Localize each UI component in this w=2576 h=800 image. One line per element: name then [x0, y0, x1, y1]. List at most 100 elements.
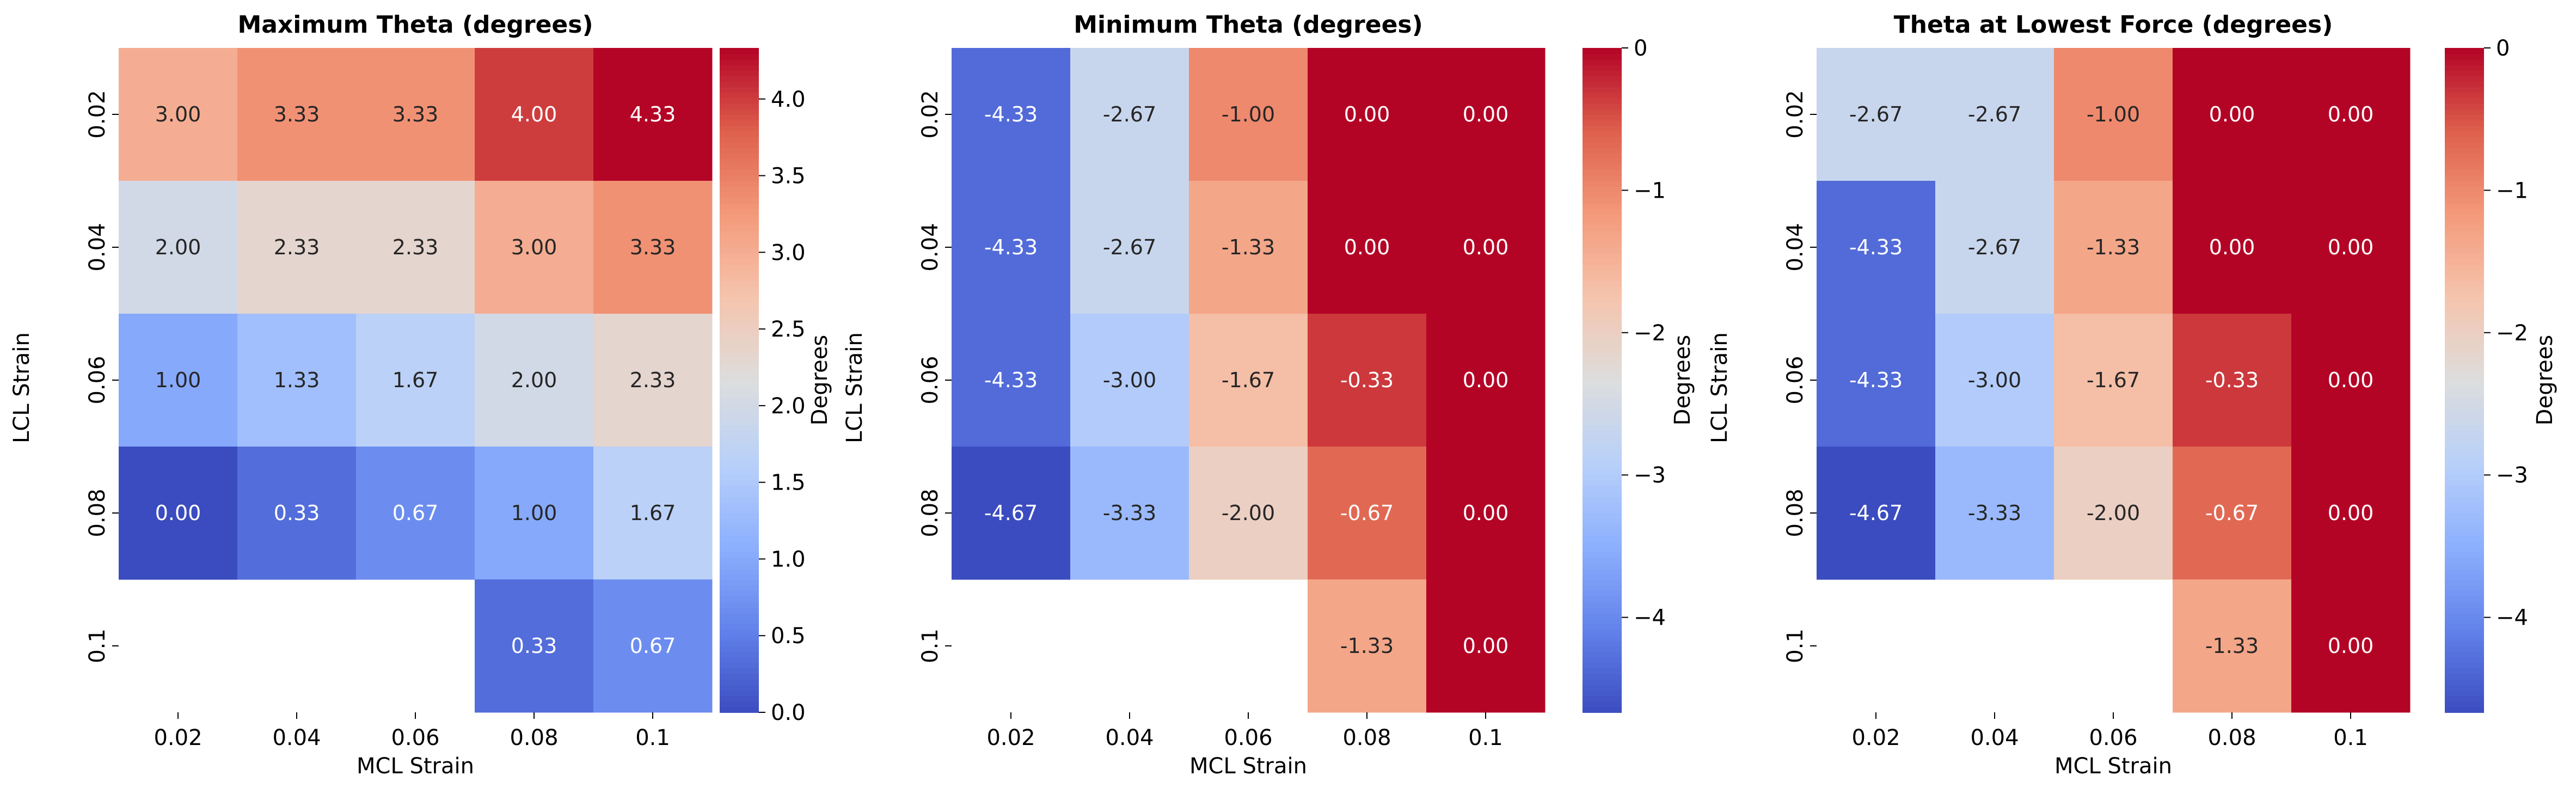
colorbar-segment	[1583, 347, 1622, 353]
colorbar-segment	[720, 673, 759, 680]
colorbar-segment	[720, 219, 759, 226]
colorbar-segment	[2445, 468, 2484, 475]
cell-value-label: -1.00	[2087, 102, 2140, 126]
colorbar-segment	[1583, 480, 1622, 486]
colorbar-segment	[1583, 302, 1622, 309]
colorbar-segment	[1583, 148, 1622, 154]
colorbar-segment	[720, 413, 759, 420]
x-axis-label: MCL Strain	[2054, 754, 2172, 779]
colorbar-segment	[2445, 430, 2484, 436]
colorbar-segment	[1583, 225, 1622, 231]
colorbar-segment	[2445, 413, 2484, 420]
colorbar-segment	[1583, 524, 1622, 530]
colorbar-segment	[1583, 369, 1622, 375]
colorbar-segment	[1583, 103, 1622, 109]
colorbar-segment	[2445, 391, 2484, 398]
colorbar-segment	[720, 463, 759, 469]
colorbar-segment	[1583, 690, 1622, 697]
heatmap-panel-2: -4.33 -2.67 -1.00 0.00 0.00 -4.33 -2.67 -1.33 0.…	[842, 11, 1695, 779]
cell-value-label: 3.33	[392, 102, 439, 126]
colorbar-segment	[2445, 529, 2484, 536]
cell-value-label: -3.00	[1968, 368, 2021, 392]
colorbar-segment	[720, 640, 759, 646]
colorbar-segment	[1583, 158, 1622, 165]
cell-value-label: 0.00	[2328, 501, 2374, 525]
heatmap-cell	[1935, 447, 2054, 580]
colorbar-segment	[1583, 280, 1622, 287]
colorbar-segment	[1583, 308, 1622, 314]
colorbar-segment	[720, 457, 759, 464]
colorbar-segment	[720, 236, 759, 242]
colorbar-segment	[720, 662, 759, 669]
colorbar-segment	[720, 402, 759, 408]
colorbar-segment	[2445, 679, 2484, 686]
heatmap-cell	[237, 48, 357, 181]
heatmap-cell	[1308, 579, 1427, 713]
colorbar-segment	[720, 618, 759, 625]
heatmap-cell	[1935, 314, 2054, 447]
colorbar-segment	[1583, 546, 1622, 553]
cell-value-label: -2.67	[1103, 235, 1156, 259]
cell-value-label: 1.00	[511, 501, 557, 525]
colorbar-segment	[1583, 186, 1622, 193]
colorbar-segment	[2445, 374, 2484, 381]
y-tick-label: 0.06	[1783, 356, 1808, 404]
colorbar-segment	[2445, 613, 2484, 619]
colorbar-segment	[720, 424, 759, 431]
heatmap-cell	[1426, 579, 1545, 713]
heatmap-cell	[1189, 314, 1308, 447]
colorbar-segment	[720, 563, 759, 569]
heatmap-cell	[1426, 181, 1545, 314]
colorbar-segment	[1583, 424, 1622, 431]
colorbar-segment	[720, 701, 759, 707]
colorbar-segment	[2445, 557, 2484, 564]
colorbar-segment	[2445, 125, 2484, 132]
colorbar-segment	[720, 87, 759, 93]
colorbar-segment	[720, 347, 759, 353]
colorbar-segment	[2445, 75, 2484, 82]
colorbar-segment	[1583, 114, 1622, 121]
colorbar-segment	[720, 164, 759, 170]
heatmap-cell	[475, 447, 594, 580]
colorbar-segment	[1583, 662, 1622, 669]
cell-value-label: 0.00	[2328, 235, 2374, 259]
colorbar-segment	[2445, 480, 2484, 486]
colorbar-segment	[720, 181, 759, 187]
colorbar-segment	[1583, 269, 1622, 276]
colorbar-segment	[2445, 186, 2484, 193]
x-tick-label: 0.06	[1224, 725, 1272, 750]
heatmap-cell	[1308, 48, 1427, 181]
cell-value-label: 0.00	[2328, 634, 2374, 658]
y-axis-label: LCL Strain	[842, 332, 867, 443]
colorbar-segment	[1583, 108, 1622, 115]
colorbar-segment	[720, 485, 759, 492]
cell-value-label: -4.33	[984, 235, 1038, 259]
colorbar-segment	[720, 441, 759, 447]
colorbar-segment	[1583, 253, 1622, 259]
colorbar-segment	[2445, 219, 2484, 226]
cell-value-label: 4.33	[630, 102, 676, 126]
heatmap-cell	[593, 314, 713, 447]
y-tick-label: 0.08	[1783, 488, 1808, 537]
colorbar-segment	[720, 136, 759, 143]
colorbar-segment	[2445, 253, 2484, 259]
colorbar-segment	[1583, 579, 1622, 586]
colorbar-segment	[720, 407, 759, 414]
colorbar-segment	[1583, 169, 1622, 176]
colorbar-tick-label: −2	[1634, 321, 1666, 346]
colorbar-segment	[1583, 319, 1622, 326]
y-tick-label: 0.02	[1783, 90, 1808, 138]
colorbar-segment	[2445, 136, 2484, 143]
heatmap-cell	[952, 447, 1071, 580]
x-tick-label: 0.06	[2089, 725, 2137, 750]
colorbar-segment	[1583, 203, 1622, 209]
colorbar-segment	[1583, 241, 1622, 248]
colorbar-segment	[1583, 297, 1622, 303]
colorbar-segment	[1583, 485, 1622, 492]
colorbar-segment	[1583, 629, 1622, 636]
colorbar-segment	[720, 280, 759, 287]
colorbar-segment	[2445, 474, 2484, 480]
colorbar-segment	[2445, 441, 2484, 447]
colorbar-segment	[720, 480, 759, 486]
cell-value-label: -4.33	[984, 102, 1038, 126]
